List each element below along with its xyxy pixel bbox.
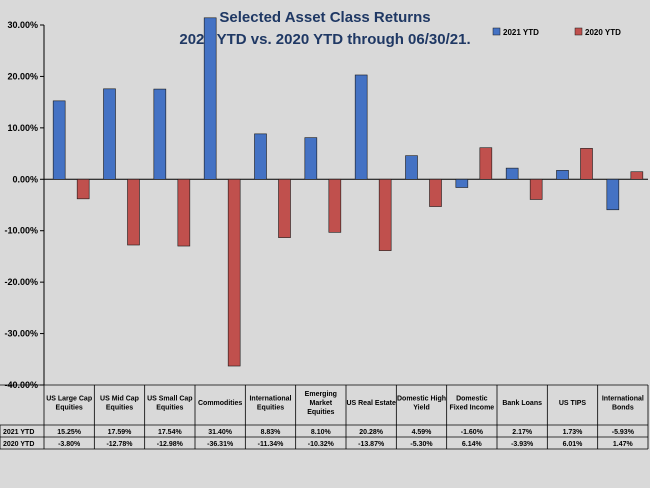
table-row-label: 2021 YTD [3, 429, 34, 436]
category-label: US Small Cap Equities [147, 396, 193, 412]
y-tick-label: -20.00% [4, 277, 38, 287]
bar-series2 [378, 178, 392, 251]
bar-series2 [429, 178, 442, 207]
bar-series2 [580, 148, 593, 180]
bar-series1 [153, 88, 167, 180]
legend-label: 2020 YTD [585, 28, 621, 37]
category-label: International Bonds [602, 396, 644, 412]
category-label: US Real Estate [346, 400, 396, 407]
chart-title: Selected Asset Class Returns [219, 9, 430, 26]
table-cell: 1.47% [613, 441, 634, 448]
table-cell: 17.59% [108, 429, 133, 436]
table-cell: 8.83% [261, 429, 282, 436]
table-cell: 17.54% [158, 429, 183, 436]
bar-series1 [254, 133, 267, 180]
category-label: Commodities [198, 400, 242, 407]
category-label: Emerging Market Equities [305, 391, 337, 416]
table-cell: 4.59% [412, 429, 433, 436]
bar-series1 [304, 137, 318, 180]
table-cell: 2.17% [512, 429, 533, 436]
y-tick-label: 0.00% [12, 174, 38, 184]
bar-series1 [606, 178, 620, 211]
table-cell: -5.30% [410, 441, 433, 448]
legend-label: 2021 YTD [503, 28, 539, 37]
data-table: US Large Cap Equities US Mid Cap Equities US… [0, 384, 649, 450]
legend-swatch [574, 27, 583, 36]
bar-series1 [556, 170, 569, 180]
bar-series2 [328, 178, 342, 233]
bar-series2 [529, 178, 543, 200]
table-cell: 6.14% [462, 441, 483, 448]
legend-swatch [492, 27, 501, 36]
table-cell: 1.73% [563, 429, 584, 436]
bar-series1 [505, 167, 519, 180]
bar-series2 [76, 178, 90, 200]
bar-series2 [177, 178, 191, 247]
bar-series2 [278, 178, 291, 238]
bar-series2 [479, 147, 493, 180]
bar-series2 [630, 171, 644, 180]
category-label: International Equities [249, 396, 291, 412]
bars [52, 17, 644, 367]
table-cell: -10.32% [308, 441, 335, 448]
category-label: US Large Cap Equities [46, 396, 92, 412]
category-label: Domestic High Yield [397, 396, 446, 412]
table-cell: -13.87% [358, 441, 385, 448]
table-cell: -3.93% [511, 441, 534, 448]
legend: 2021 YTD 2020 YTD [492, 27, 621, 37]
y-tick-label: 30.00% [7, 20, 38, 30]
table-cell: -12.98% [157, 441, 184, 448]
table-cell: -1.60% [461, 429, 484, 436]
category-label: Domestic Fixed Income [449, 396, 494, 412]
category-label: Bank Loans [502, 400, 542, 407]
bar-series1 [203, 17, 217, 180]
y-tick-label: 20.00% [7, 71, 38, 81]
bar-series1 [405, 155, 418, 180]
table-cell: 15.25% [57, 429, 82, 436]
bar-series2 [227, 178, 241, 367]
table-cell: 20.28% [359, 429, 384, 436]
table-cell: -12.78% [106, 441, 133, 448]
table-cell: -5.93% [612, 429, 635, 436]
chart-subtitle: 2021 YTD vs. 2020 YTD through 06/30/21. [179, 31, 470, 48]
table-cell: -36.31% [207, 441, 234, 448]
bar-series1 [52, 100, 66, 180]
y-tick-label: -10.00% [4, 226, 38, 236]
category-label: US TIPS [559, 400, 587, 407]
y-axis: 30.00% 20.00% 10.00% 0.00% -10.00% -20.00% -30… [4, 20, 648, 390]
bar-series1 [455, 178, 469, 188]
table-cell: 8.10% [311, 429, 332, 436]
table-row-label: 2020 YTD [3, 441, 34, 448]
y-tick-label: -30.00% [4, 329, 38, 339]
category-label: US Mid Cap Equities [100, 396, 139, 412]
bar-series1 [103, 88, 116, 180]
bar-series1 [354, 74, 368, 180]
table-cell: -3.80% [58, 441, 81, 448]
table-cell: -11.34% [258, 441, 284, 448]
table-cell: 31.40% [208, 429, 233, 436]
table-cell: 6.01% [563, 441, 584, 448]
bar-series2 [127, 178, 140, 246]
y-tick-label: 10.00% [7, 123, 38, 133]
